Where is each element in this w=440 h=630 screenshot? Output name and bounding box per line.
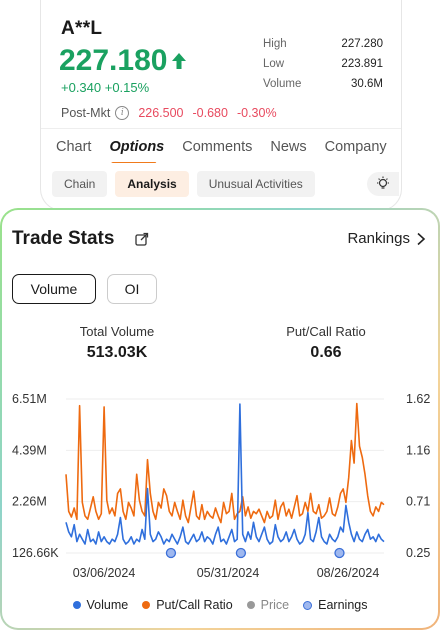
volume-value: 30.6M: [351, 78, 383, 90]
options-subtabs: Chain Analysis Unusual Activities: [52, 171, 315, 197]
post-market-change: -0.680: [192, 106, 228, 120]
pcr-value: 0.66: [310, 344, 342, 361]
post-market-percent: -0.30%: [236, 106, 277, 120]
legend-volume[interactable]: Volume: [72, 598, 129, 612]
y-left-tick: 4.39M: [12, 443, 47, 457]
subtab-chain[interactable]: Chain: [52, 171, 108, 197]
trade-stats-card: Trade Stats Rankings Volume OI Total Vol…: [0, 208, 440, 630]
tab-comments[interactable]: Comments: [182, 139, 253, 155]
volume-label: Volume: [263, 78, 302, 90]
pcr-label: Put/Call Ratio: [286, 324, 366, 339]
total-volume-value: 513.03K: [86, 344, 148, 361]
tab-news[interactable]: News: [270, 139, 307, 155]
legend-pcr-label: Put/Call Ratio: [156, 598, 233, 612]
y-left-tick: 126.66K: [12, 546, 59, 560]
divider: [41, 128, 401, 129]
quote-card: A**L 227.180 +0.340 +0.15% High 227.280 L…: [40, 0, 402, 211]
rankings-label: Rankings: [347, 230, 410, 247]
y-right-tick: 0.25: [406, 546, 430, 560]
high-label: High: [263, 38, 287, 50]
toggle-oi[interactable]: OI: [107, 274, 157, 304]
series-line-volume: [65, 403, 385, 545]
post-market-price: 226.500: [138, 106, 184, 120]
tab-company[interactable]: Company: [324, 139, 387, 155]
tab-options[interactable]: Options: [109, 139, 164, 163]
y-right-tick: 0.71: [406, 495, 430, 509]
series-line-put-call-ratio: [65, 402, 385, 524]
toggle-volume[interactable]: Volume: [12, 274, 96, 304]
post-market-label: Post-Mkt: [61, 106, 111, 120]
x-tick: 03/06/2024: [73, 566, 136, 580]
chevron-right-icon: [417, 232, 426, 245]
subtab-analysis[interactable]: Analysis: [115, 171, 189, 197]
x-tick: 08/26/2024: [317, 566, 380, 580]
earnings-marker: [235, 547, 247, 559]
earnings-marker: [334, 547, 345, 559]
legend-pcr[interactable]: Put/Call Ratio: [142, 598, 233, 612]
trade-stats-title: Trade Stats: [12, 228, 115, 249]
trade-stats-chart: 6.51M 4.39M 2.26M 126.66K 1.62 1.16 0.71 0.25 03…: [12, 392, 430, 580]
y-right-tick: 1.16: [406, 443, 430, 457]
earnings-marker: [165, 547, 177, 559]
low-value: 223.891: [341, 58, 383, 70]
chart-legend: Volume Put/Call Ratio Price Earnings: [2, 598, 438, 612]
legend-price[interactable]: Price: [246, 598, 290, 612]
main-tabs: Chart Options Comments News Company: [56, 139, 401, 163]
legend-earnings-label: Earnings: [318, 598, 368, 612]
y-left-tick: 2.26M: [12, 495, 47, 509]
quote-stats: High 227.280 Low 223.891 Volume 30.6M: [263, 34, 383, 94]
y-left-tick: 6.51M: [12, 392, 47, 406]
subtab-unusual-activities[interactable]: Unusual Activities: [196, 171, 315, 197]
ticker-symbol: A**L: [61, 18, 103, 39]
high-value: 227.280: [341, 38, 383, 50]
x-tick: 05/31/2024: [197, 566, 260, 580]
y-right-tick: 1.62: [406, 392, 430, 406]
legend-earnings[interactable]: Earnings: [303, 598, 367, 612]
lightbulb-icon[interactable]: [367, 172, 399, 196]
price-change: +0.340 +0.15%: [61, 80, 150, 95]
post-market-row: Post-Mkt i 226.500 -0.680 -0.30%: [61, 106, 277, 120]
last-price: 227.180: [59, 44, 168, 77]
up-arrow-icon: [172, 53, 186, 69]
legend-price-label: Price: [260, 598, 290, 612]
rankings-link[interactable]: Rankings: [347, 230, 426, 247]
low-label: Low: [263, 58, 285, 70]
legend-volume-label: Volume: [86, 598, 129, 612]
share-icon[interactable]: [134, 231, 150, 247]
info-icon[interactable]: i: [115, 106, 130, 120]
tab-chart[interactable]: Chart: [56, 139, 92, 155]
total-volume-label: Total Volume: [79, 324, 155, 339]
